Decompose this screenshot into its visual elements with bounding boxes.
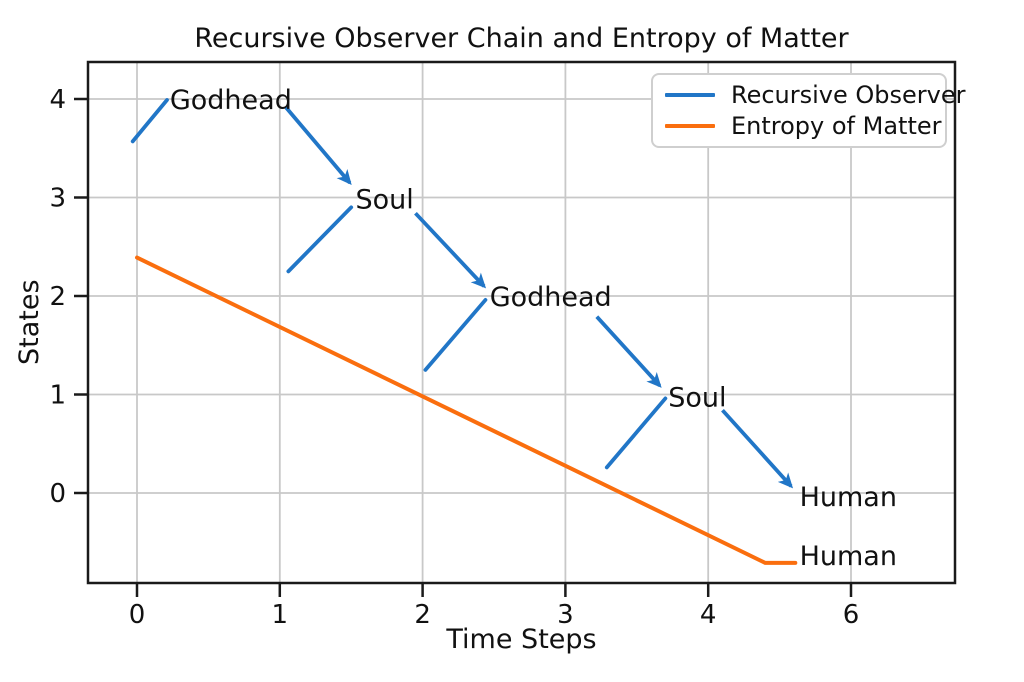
legend-entry-entropy-of-matter: Entropy of Matter: [659, 112, 942, 140]
x-tick-label: 2: [414, 600, 431, 630]
annotation-label: Godhead: [170, 85, 292, 116]
x-tick-label: 0: [129, 600, 146, 630]
observer-segment: [130, 98, 169, 144]
legend-label: Recursive Observer: [731, 81, 966, 109]
observer-segment: [423, 298, 488, 372]
legend-line-sample-blue-icon: [665, 93, 715, 97]
y-axis-label: States: [14, 279, 45, 365]
x-axis-label: Time Steps: [446, 624, 597, 655]
legend-label: Entropy of Matter: [731, 112, 942, 140]
observer-arrow: [721, 408, 794, 489]
legend-entry-recursive-observer: Recursive Observer: [659, 82, 966, 108]
annotation-label: Soul: [355, 184, 413, 215]
y-tick-label: 1: [49, 381, 66, 411]
annotation-label: Human: [800, 541, 897, 572]
observer-segment: [286, 205, 354, 274]
annotation-label: Godhead: [490, 282, 612, 313]
legend-line-sample-orange-icon: [665, 124, 715, 128]
x-tick-label: 3: [557, 600, 574, 630]
y-tick-label: 3: [49, 184, 66, 214]
observer-arrow: [284, 105, 352, 186]
annotation-label: Human: [800, 482, 897, 513]
legend: Recursive Observer Entropy of Matter: [651, 73, 966, 148]
chart-title: Recursive Observer Chain and Entropy of …: [194, 23, 849, 54]
x-tick-label: 1: [272, 600, 289, 630]
x-tick-label: 6: [843, 600, 860, 630]
observer-arrow: [595, 315, 662, 388]
y-tick-label: 0: [49, 479, 66, 509]
plot-border: [86, 60, 957, 585]
entropy-line: [135, 255, 798, 565]
x-tick-label: 4: [700, 600, 717, 630]
observer-arrow: [414, 211, 487, 289]
y-tick-label: 4: [49, 85, 66, 115]
annotation-label: Soul: [668, 382, 726, 413]
observer-segment: [604, 396, 668, 470]
y-tick-label: 2: [49, 282, 66, 312]
